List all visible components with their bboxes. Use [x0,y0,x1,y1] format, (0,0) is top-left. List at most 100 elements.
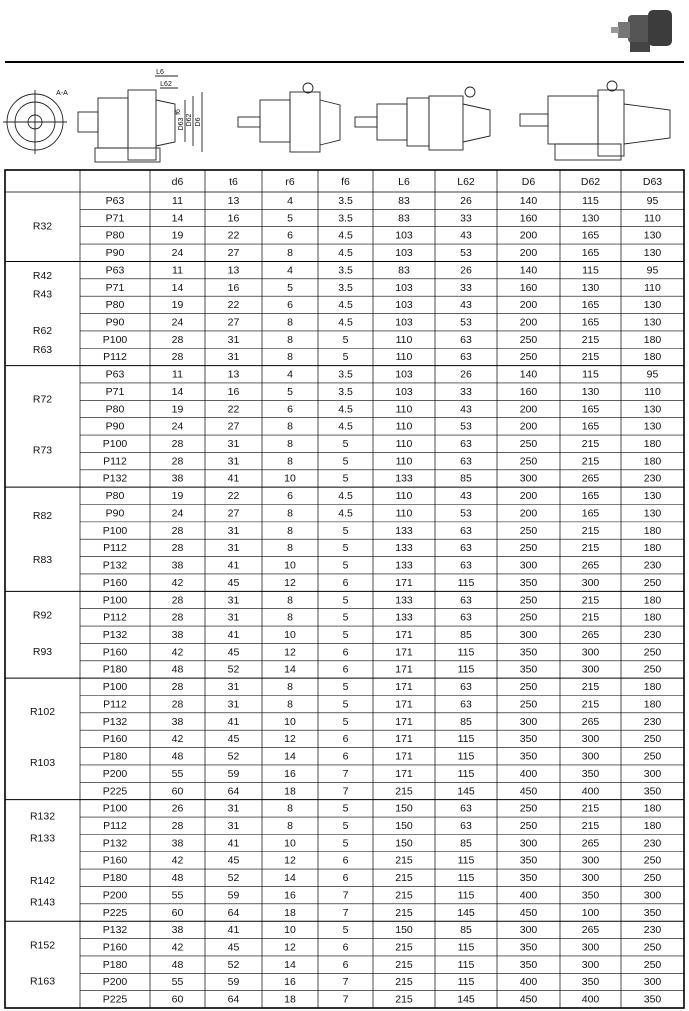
cell-value: 130 [644,230,662,242]
cell-value: 300 [644,889,662,901]
cell-value: 38 [172,473,184,485]
cell-value: 140 [520,195,538,207]
motor-size: P112 [103,612,127,624]
cell-value: 300 [582,872,600,884]
group-label: R32 [33,221,52,233]
motor-size: P132 [103,473,128,485]
cell-value: 10 [284,629,296,641]
cell-value: 83 [398,195,410,207]
cell-value: 42 [172,646,184,658]
cell-value: 103 [395,369,413,381]
cell-value: 12 [284,646,296,658]
group-label: R72 [33,393,52,405]
cell-value: 6 [343,577,349,589]
cell-value: 10 [284,837,296,849]
cell-value: 350 [644,785,662,797]
motor-size: P180 [103,959,128,971]
cell-value: 41 [228,837,240,849]
cell-value: 130 [582,386,600,398]
motor-size: P180 [103,872,128,884]
cell-value: 250 [520,542,538,554]
cell-value: 5 [287,282,293,294]
cell-value: 16 [284,976,296,988]
cell-value: 300 [582,577,600,589]
motor-size: P160 [103,577,128,589]
cell-value: 200 [520,421,538,433]
cell-value: 19 [172,299,184,311]
cell-value: 5 [343,681,349,693]
cell-value: 8 [287,421,293,433]
cell-value: 60 [172,994,184,1006]
cell-value: 43 [460,490,472,502]
cell-value: 42 [172,733,184,745]
cell-value: 5 [287,386,293,398]
cell-value: 110 [644,386,661,398]
cell-value: 27 [228,247,240,259]
cell-value: 6 [343,751,349,763]
cell-value: 180 [644,525,662,537]
cell-value: 8 [287,351,293,363]
cell-value: 4.5 [338,421,353,433]
motor-size: P180 [103,664,128,676]
cell-value: 300 [582,751,600,763]
cell-value: 14 [284,872,296,884]
cell-value: 31 [228,612,240,624]
cell-value: 14 [284,959,296,971]
cell-value: 350 [520,751,538,763]
motor-size: P100 [103,594,128,606]
cell-value: 215 [395,872,413,884]
cell-value: 171 [395,577,413,589]
cell-value: 59 [228,889,240,901]
cell-value: 110 [396,455,413,467]
cell-value: 145 [457,785,475,797]
cell-value: 28 [172,612,184,624]
cell-value: 133 [395,612,413,624]
motor-size: P160 [103,942,128,954]
cell-value: 63 [460,594,472,606]
cell-value: 4.5 [338,507,353,519]
cell-value: 400 [520,976,538,988]
cell-value: 31 [228,594,240,606]
motor-size: P71 [106,386,125,398]
cell-value: 350 [520,872,538,884]
cell-value: 6 [343,942,349,954]
cell-value: 130 [644,247,662,259]
motor-size: P112 [103,455,127,467]
cell-value: 33 [460,386,472,398]
cell-value: 300 [520,716,538,728]
cell-value: 8 [287,455,293,467]
cell-value: 215 [582,351,600,363]
cell-value: 250 [644,664,662,676]
cell-value: 53 [460,507,472,519]
cell-value: 215 [582,681,600,693]
cell-value: 5 [343,716,349,728]
cell-value: 215 [582,455,600,467]
column-header: t6 [229,176,238,188]
cell-value: 400 [520,889,538,901]
motor-size: P132 [103,560,128,572]
cell-value: 250 [520,803,538,815]
cell-value: 215 [395,785,413,797]
cell-value: 3.5 [338,282,353,294]
cell-value: 5 [343,629,349,641]
cell-value: 115 [458,646,475,658]
cell-value: 230 [644,924,662,936]
cell-value: 42 [172,577,184,589]
cell-value: 24 [172,507,184,519]
cell-value: 115 [582,264,599,276]
cell-value: 350 [644,907,662,919]
cell-value: 215 [582,438,600,450]
cell-value: 31 [228,681,240,693]
cell-value: 165 [582,507,600,519]
motor-size: P100 [103,438,128,450]
cell-value: 230 [644,837,662,849]
cell-value: 28 [172,594,184,606]
cell-value: 110 [396,403,413,415]
cell-value: 55 [172,768,184,780]
cell-value: 250 [644,872,662,884]
group-label: R42 [33,270,52,282]
cell-value: 14 [284,751,296,763]
cell-value: 27 [228,316,240,328]
cell-value: 133 [395,594,413,606]
cell-value: 145 [457,907,475,919]
